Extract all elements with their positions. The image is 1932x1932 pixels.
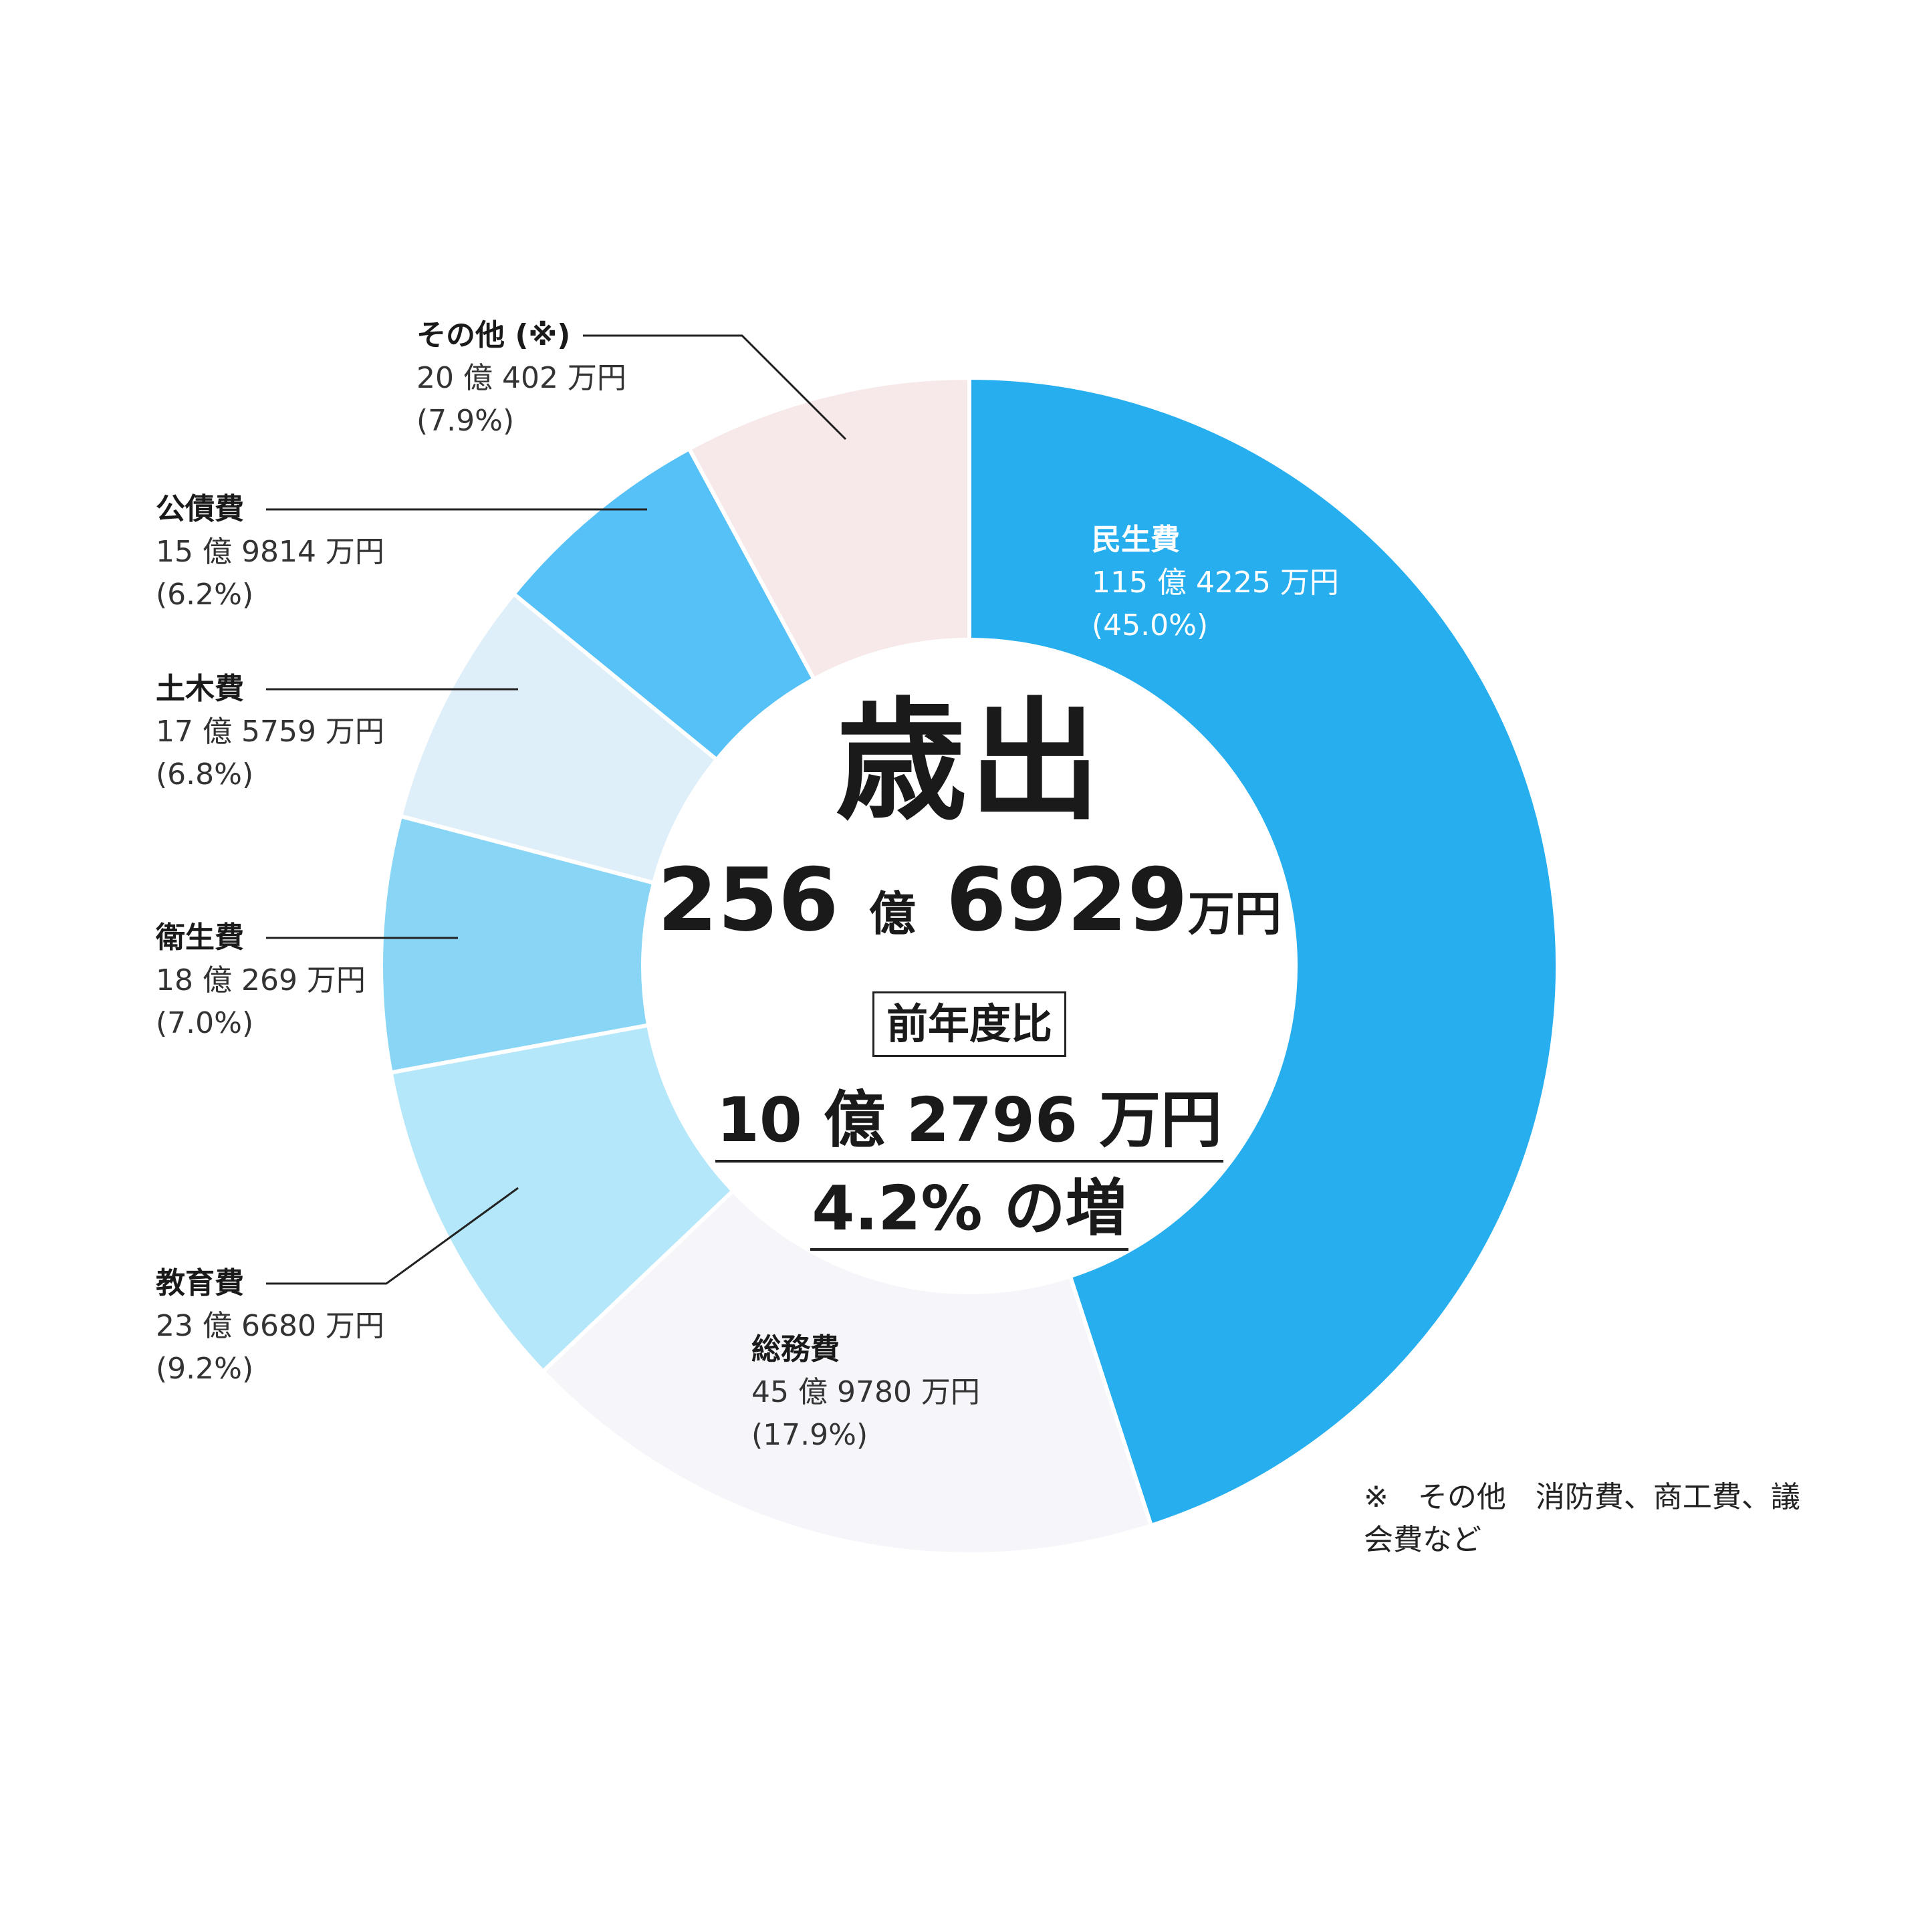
label-amount: 23 億 6680 万円 xyxy=(156,1309,384,1343)
total-number-1: 256 xyxy=(657,849,839,951)
label-civil-engineering: 土木費 17 億 5759 万円 (6.8%) xyxy=(156,668,384,796)
donut-center: 歳出 256 億 6929万円 前年度比 10 億 2796 万円 4.2% の… xyxy=(648,689,1290,1251)
label-amount: 17 億 5759 万円 xyxy=(156,715,384,749)
label-percent: (6.2%) xyxy=(156,578,254,612)
label-percent: (9.2%) xyxy=(156,1352,254,1386)
label-name: 公債費 xyxy=(156,492,244,526)
label-percent: (6.8%) xyxy=(156,757,254,792)
label-education: 教育費 23 億 6680 万円 (9.2%) xyxy=(156,1262,384,1391)
donut-slices xyxy=(379,375,1560,1556)
label-amount: 20 億 402 万円 xyxy=(416,361,626,395)
footnote: ※ その他 消防費、商工費、議会費など xyxy=(1364,1480,1800,1557)
slice-education xyxy=(388,1022,736,1374)
label-percent: (7.0%) xyxy=(156,1006,254,1040)
label-name: 教育費 xyxy=(156,1266,244,1300)
slice-general-affairs xyxy=(540,1188,1154,1556)
label-amount: 18 億 269 万円 xyxy=(156,963,366,997)
difference-amount: 10 億 2796 万円 xyxy=(715,1084,1224,1163)
label-percent: (7.9%) xyxy=(416,404,515,438)
chart-title: 歳出 xyxy=(835,686,1103,838)
leader-line-education xyxy=(266,1187,519,1285)
label-name: 民生費 xyxy=(1092,523,1180,557)
label-percent: (45.0%) xyxy=(1092,608,1209,642)
label-name: 土木費 xyxy=(156,672,244,706)
compare-badge: 前年度比 xyxy=(872,991,1066,1057)
total-unit-2: 万円 xyxy=(1187,886,1282,941)
label-public-debt: 公債費 15 億 9814 万円 (6.2%) xyxy=(156,488,384,616)
total-unit-1: 億 xyxy=(868,886,916,941)
label-name: その他 (※) xyxy=(416,318,571,352)
leader-lines xyxy=(266,334,847,1285)
label-name: 総務費 xyxy=(751,1332,840,1366)
label-welfare: 民生費 115 億 4225 万円 (45.0%) xyxy=(1092,519,1339,647)
leader-line-other xyxy=(583,334,847,441)
increase-rate: 4.2% の増 xyxy=(810,1172,1128,1251)
label-other: その他 (※) 20 億 402 万円 (7.9%) xyxy=(416,314,626,443)
label-general-affairs: 総務費 45 億 9780 万円 (17.9%) xyxy=(751,1328,980,1457)
label-amount: 115 億 4225 万円 xyxy=(1092,566,1339,600)
label-percent: (17.9%) xyxy=(751,1418,868,1452)
slice-other xyxy=(686,375,971,682)
total-amount: 256 億 6929万円 xyxy=(648,846,1290,967)
label-amount: 45 億 9780 万円 xyxy=(751,1375,980,1409)
total-number-2: 6929 xyxy=(946,849,1188,951)
label-name: 衛生費 xyxy=(156,921,244,955)
label-health: 衛生費 18 億 269 万円 (7.0%) xyxy=(156,917,366,1045)
slice-welfare xyxy=(967,375,1560,1528)
label-amount: 15 億 9814 万円 xyxy=(156,535,384,569)
